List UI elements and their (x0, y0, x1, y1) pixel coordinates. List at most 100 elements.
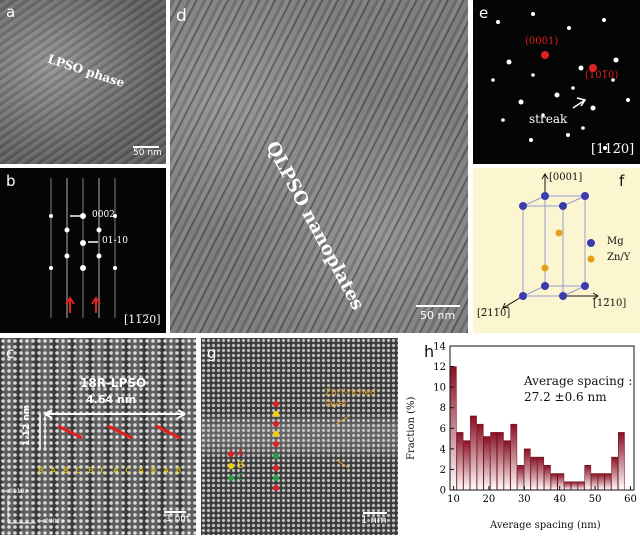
diffraction-pattern-e (491, 12, 630, 150)
panel-label-d: d (176, 6, 187, 26)
stack-letter: A (113, 466, 119, 475)
qlpso-label: QLPSO nanoplates (261, 138, 369, 314)
legend-mg: Mg (607, 236, 624, 247)
width-label: 4.64 nm (86, 393, 137, 406)
histogram-bar (537, 456, 545, 491)
stack-letter: C (100, 466, 107, 475)
histogram-bar (517, 465, 524, 491)
height-label: 1.12 nm (22, 404, 32, 446)
panel-c-hrtem: c 18R-LPSO 4.64 nm 1.12 nm B A B C B C A… (0, 338, 196, 535)
x-tick-label: 20 (483, 494, 496, 505)
y-axis-label: Fraction (%) (406, 396, 417, 460)
y-tick-label: 0 (440, 486, 446, 497)
diffraction-pattern-b (49, 178, 117, 318)
histogram-bar (570, 481, 578, 491)
x-tick-label: 60 (624, 494, 637, 505)
scale-bar-label: 1 nm (361, 515, 387, 526)
panel-label-h: h (424, 342, 435, 361)
panel-label-a: a (6, 3, 16, 21)
histogram-bar (584, 465, 592, 491)
histogram-bar (496, 432, 504, 491)
histogram-bar (557, 473, 565, 491)
spot-10-10-label: (101̅0) (585, 70, 619, 81)
panel-label-f: f (619, 172, 625, 190)
histogram-bar (510, 423, 518, 491)
panel-label-b: b (6, 172, 16, 190)
zn-y-layer-label: Zn/Y-riched layer (325, 388, 376, 409)
histogram-annotation-value: 27.2 ±0.6 nm (524, 390, 607, 404)
scale-bar (416, 305, 460, 307)
panel-f-crystal-structure: f [0001] [12̅10] [2̅11̅0] Mg Zn/Y (473, 168, 640, 333)
lpso-18r-title: 18R-LPSO (80, 376, 147, 390)
histogram-chart: 10 20 30 40 50 60 0 2 4 6 8 10 12 14 (433, 342, 637, 506)
histogram-bar (470, 415, 477, 491)
histogram-bar (530, 456, 538, 491)
panel-g-atom-markers (228, 401, 350, 491)
y-tick-label: 14 (433, 342, 446, 353)
stack-label-b: B (237, 460, 244, 471)
histogram-bar (597, 473, 605, 491)
zone-axis-e: [112̅0] (591, 142, 635, 157)
scale-bar-label: 50 nm (420, 309, 456, 322)
x-tick-label: 50 (589, 494, 602, 505)
stack-letter: B (88, 466, 94, 475)
histogram-bar (463, 440, 471, 491)
stack-label-a: A (237, 448, 244, 459)
stack-letter: A (138, 466, 144, 475)
spot-0001-label: (0001) (525, 36, 559, 47)
stack-letter: A (163, 466, 169, 475)
y-tick-label: 2 (440, 465, 446, 476)
stack-letter: B (175, 466, 182, 475)
panel-a-tem-image: a LPSO phase 50 nm (0, 0, 166, 164)
scale-bar (133, 146, 159, 148)
histogram-annotation: Average spacing : (524, 374, 633, 388)
y-tick-label: 6 (440, 424, 446, 435)
stack-letter: B (62, 466, 69, 475)
histogram-bar (503, 440, 511, 491)
histogram-bar (577, 481, 585, 491)
x-tick-label: 10 (447, 494, 460, 505)
y-tick-label: 4 (440, 444, 446, 455)
scale-bar (164, 511, 186, 513)
stack-letter: C (75, 466, 82, 475)
spot-01-10-label: 01-10 (102, 236, 128, 246)
legend-zn-y: Zn/Y (607, 252, 631, 263)
histogram-bar (550, 473, 558, 491)
histogram-bar (564, 481, 571, 491)
plot-frame (449, 345, 635, 491)
axis-0001-label: [0001] (549, 172, 583, 183)
histogram-bar (591, 473, 598, 491)
histogram-bar (483, 436, 491, 491)
panel-g-haadf: g Zn/Y-riched layer A B C 1 nm (201, 338, 398, 535)
panel-label-g: g (207, 344, 217, 362)
histogram-bar (604, 473, 612, 491)
panel-d-tem-image: d QLPSO nanoplates 50 nm (170, 0, 468, 333)
panel-label-c: c (6, 344, 15, 362)
panel-h-histogram: h 10 20 30 40 50 60 0 2 4 6 8 10 12 14 Average spacin… (404, 338, 640, 537)
y-tick-label: 10 (433, 383, 446, 394)
panel-b-diffraction: b 0002 01-10 [11̅2̅0] (0, 168, 166, 333)
lpso-phase-label: LPSO phase (45, 51, 127, 91)
panel-c-annotations (7, 409, 186, 524)
streak-label: streak (529, 112, 568, 126)
stack-label-c: C (237, 472, 244, 483)
y-tick-label: 12 (433, 362, 446, 373)
axis-12-10-label: [12̅10] (593, 298, 627, 309)
axis-2-110-label: [2̅11̅0] (477, 308, 511, 319)
zone-axis-b: [11̅2̅0] (124, 313, 161, 326)
y-tick-label: 8 (440, 403, 446, 414)
panel-label-e: e (479, 4, 489, 22)
spot-0002-label: 0002 (92, 210, 115, 220)
histogram-bar (490, 432, 497, 491)
histogram-bar (523, 448, 531, 491)
x-tick-label: 30 (518, 494, 531, 505)
x-axis-label: Average spacing (nm) (490, 520, 601, 531)
stacking-sequence-c: B A B C B C A C A B A B (38, 466, 181, 475)
histogram-bar (544, 465, 551, 491)
direction-0110-label: <0110> (4, 488, 30, 495)
stack-letter: A (50, 466, 56, 475)
stack-letter: B (38, 466, 44, 475)
histogram-bar (476, 423, 484, 491)
histogram-bar (611, 456, 619, 491)
histogram-bar (618, 432, 625, 491)
